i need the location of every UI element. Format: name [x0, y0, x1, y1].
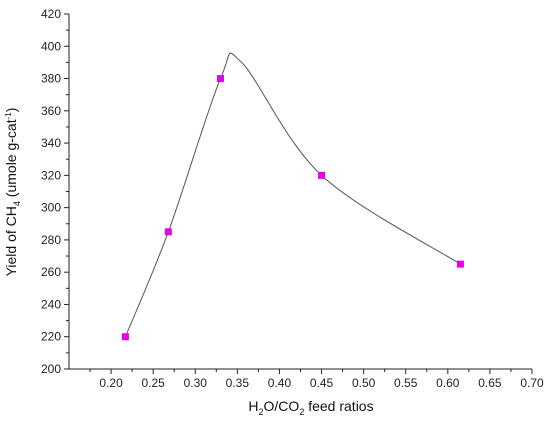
y-tick-label: 320 — [41, 168, 61, 182]
x-tick-label: 0.55 — [394, 376, 418, 390]
y-tick-label: 200 — [41, 362, 61, 376]
y-tick-label: 280 — [41, 233, 61, 247]
y-tick-label: 260 — [41, 265, 61, 279]
y-tick-label: 300 — [41, 201, 61, 215]
x-tick-label: 0.35 — [226, 376, 250, 390]
x-tick-label: 0.40 — [268, 376, 292, 390]
data-point — [121, 333, 129, 341]
data-point — [217, 75, 225, 83]
x-tick-label: 0.20 — [99, 376, 123, 390]
fitted-curve — [124, 52, 461, 337]
x-tick-label: 0.65 — [478, 376, 502, 390]
y-tick-label: 340 — [41, 136, 61, 150]
x-tick-label: 0.60 — [436, 376, 460, 390]
y-tick-label: 360 — [41, 104, 61, 118]
x-axis-title: H2O/CO2 feed ratios — [248, 398, 373, 417]
y-tick-label: 380 — [41, 72, 61, 86]
data-point — [318, 171, 326, 179]
x-tick-label: 0.30 — [184, 376, 208, 390]
x-tick-label: 0.45 — [310, 376, 334, 390]
data-point — [456, 260, 464, 268]
y-tick-label: 240 — [41, 297, 61, 311]
x-tick-label: 0.70 — [520, 376, 544, 390]
y-axis-title: Yield of CH4 (umole g-cat-1) — [3, 108, 22, 277]
x-tick-label: 0.25 — [142, 376, 166, 390]
y-tick-label: 400 — [41, 39, 61, 53]
y-tick-label: 420 — [41, 7, 61, 21]
x-tick-label: 0.50 — [352, 376, 376, 390]
y-tick-label: 220 — [41, 330, 61, 344]
data-point — [164, 228, 172, 236]
